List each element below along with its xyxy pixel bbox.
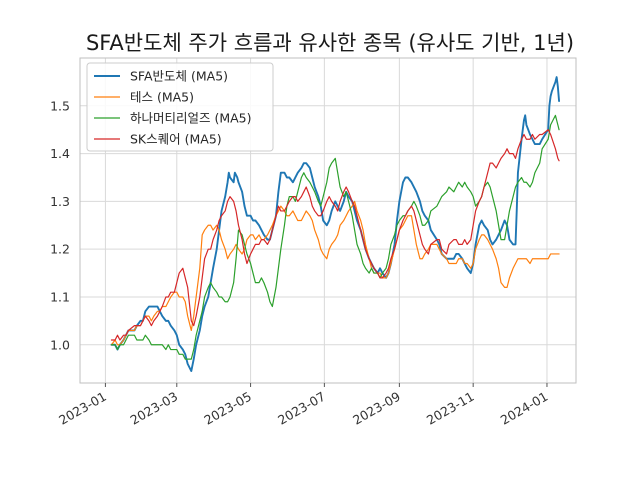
legend-label: 테스 (MA5): [130, 90, 194, 105]
series-lines: [110, 76, 561, 372]
chart-title: SFA반도체 주가 흐름과 유사한 종목 (유사도 기반, 1년): [86, 31, 574, 55]
plot-area-frame: [79, 57, 577, 384]
y-tick-label: 1.0: [50, 337, 70, 352]
legend: SFA반도체 (MA5) 테스 (MA5) 하나머티리얼즈 (MA5) SK스퀘어 (…: [86, 62, 274, 152]
legend-box: [86, 62, 274, 152]
series-line-0: [110, 76, 561, 372]
x-tick-label: 2024-01: [498, 389, 551, 428]
series-line-1: [110, 200, 560, 346]
series-line-2: [110, 114, 560, 360]
legend-label: SFA반도체 (MA5): [130, 69, 228, 84]
x-tick-label: 2023-07: [275, 389, 328, 428]
y-tick-label: 1.2: [50, 242, 70, 257]
x-tick-label: 2023-03: [128, 389, 181, 428]
legend-label: SK스퀘어 (MA5): [130, 132, 222, 147]
x-tick-label: 2023-05: [201, 389, 254, 428]
y-axis: 1.0 1.1 1.2 1.3 1.4 1.5: [50, 98, 70, 352]
x-axis: 2023-01 2023-03 2023-05 2023-07 2023-09 2023-…: [56, 383, 550, 428]
legend-label: 하나머티리얼즈 (MA5): [130, 111, 252, 126]
y-tick-label: 1.3: [50, 194, 70, 209]
series-line-3: [110, 129, 560, 341]
y-tick-label: 1.1: [50, 289, 70, 304]
x-tick-label: 2023-09: [350, 389, 403, 428]
x-tick-label: 2023-11: [424, 389, 477, 428]
y-tick-label: 1.4: [50, 146, 70, 161]
y-tick-label: 1.5: [50, 98, 70, 113]
x-tick-label: 2023-01: [56, 389, 109, 428]
